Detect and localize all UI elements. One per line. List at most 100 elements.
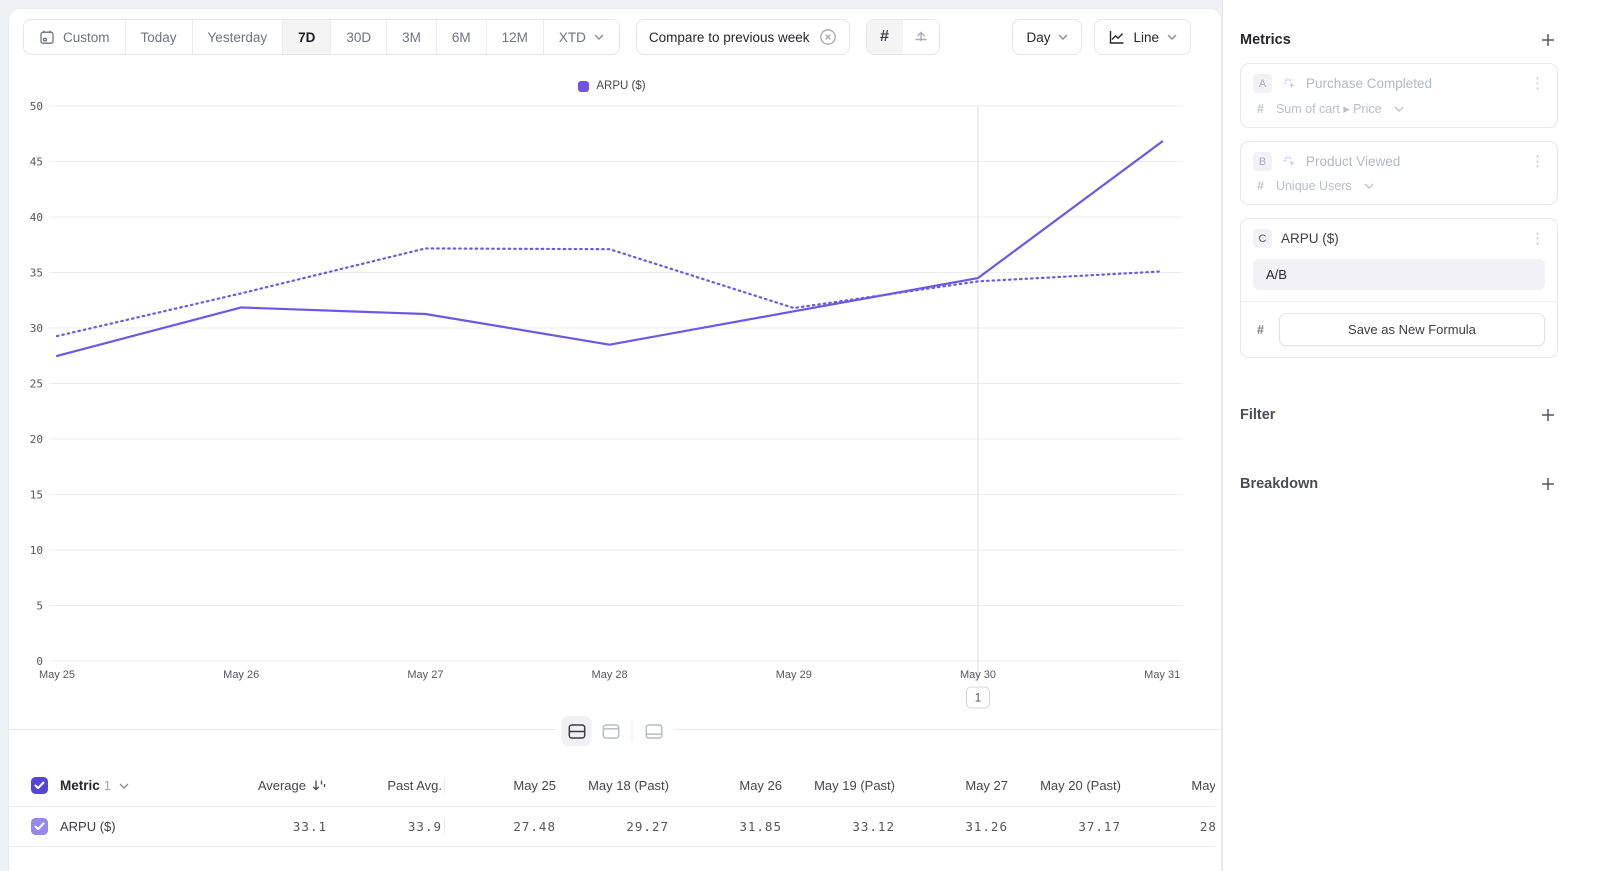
add-filter-button[interactable] — [1538, 405, 1558, 425]
toggle-separator — [631, 721, 633, 741]
cell-may-20-past-: 37.17 — [1078, 819, 1121, 834]
chevron-down-icon[interactable] — [1394, 106, 1404, 112]
cell-may-27: 31.26 — [965, 819, 1008, 834]
svg-text:5: 5 — [36, 600, 43, 613]
range-button-6m[interactable]: 6M — [436, 20, 487, 54]
range-button-xtd[interactable]: XTD — [543, 20, 619, 54]
event-sparkle-icon — [1281, 154, 1297, 170]
column-header-may-20-past-[interactable]: May 20 (Past) — [1040, 778, 1121, 793]
dismiss-compare-icon[interactable] — [819, 28, 837, 46]
svg-text:30: 30 — [30, 322, 43, 335]
line-chart[interactable]: 0 5 10 15 20 25 30 35 40 45 50 May 25 May 26 May 27 Ma… — [9, 9, 1215, 721]
range-button-3m[interactable]: 3M — [387, 20, 437, 54]
select-all-checkbox[interactable] — [31, 777, 48, 794]
metric-count: 1 — [103, 777, 111, 793]
column-header-may-25[interactable]: May 25 — [513, 778, 556, 793]
range-button-custom[interactable]: Custom — [24, 20, 126, 54]
metric-title[interactable]: ARPU ($) — [1281, 231, 1339, 246]
filter-section-title: Filter — [1240, 407, 1276, 423]
cell-past-avg-: 33.9 — [329, 819, 445, 834]
metric-badge-b: B — [1253, 152, 1272, 171]
range-button-7d[interactable]: 7D — [283, 20, 332, 54]
metric-card-c[interactable]: C ARPU ($) ⋮ A/B # Save as New Formula — [1240, 218, 1558, 358]
column-header-may-27[interactable]: May 27 — [965, 778, 1008, 793]
sort-icon — [312, 780, 326, 791]
formula-input[interactable]: A/B — [1253, 259, 1545, 290]
svg-text:15: 15 — [30, 489, 43, 502]
table-only-view-button[interactable] — [639, 716, 669, 746]
row-checkbox[interactable] — [31, 818, 48, 835]
chart-card: Custom Today Yesterday 7D 30D 3M 6M 12M XTD Comp… — [8, 8, 1222, 871]
metric-title[interactable]: Purchase Completed — [1306, 76, 1433, 91]
chart-legend[interactable]: ARPU ($) — [9, 80, 1215, 92]
cell-average: 33.1 — [292, 819, 327, 834]
metric-measure[interactable]: Sum of cart ▸ Price — [1275, 102, 1382, 116]
svg-text:May 25: May 25 — [39, 669, 75, 681]
kebab-menu-icon[interactable]: ⋮ — [1530, 75, 1545, 92]
chevron-down-icon[interactable] — [1364, 183, 1374, 189]
annotations-toggle[interactable] — [902, 20, 939, 54]
date-range-picker: Custom Today Yesterday 7D 30D 3M 6M 12M XTD — [23, 19, 620, 55]
column-header-past-avg-[interactable]: Past Avg. — [329, 778, 445, 793]
metric-title[interactable]: Product Viewed — [1306, 154, 1401, 169]
kebab-menu-icon[interactable]: ⋮ — [1530, 153, 1545, 170]
line-chart-icon — [1110, 31, 1124, 44]
range-button-yesterday[interactable]: Yesterday — [192, 20, 284, 54]
results-table: Metric 1 Average Past Avg. May 25 May 18 (Pa… — [9, 765, 1215, 847]
split-view-button[interactable] — [561, 716, 592, 746]
cell-may-26: 31.85 — [739, 819, 782, 834]
legend-label: ARPU ($) — [596, 80, 646, 92]
range-button-30d[interactable]: 30D — [331, 20, 388, 54]
metric-measure[interactable]: Unique Users — [1275, 179, 1352, 193]
table-row: ARPU ($) 33.1 33.9 27.48 29.27 31.85 33.12 31.… — [9, 807, 1215, 847]
chart-type-dropdown[interactable]: Line — [1094, 19, 1191, 55]
metric-badge-a: A — [1253, 74, 1272, 93]
annotation-flag-icon — [915, 31, 926, 41]
column-header-may-26[interactable]: May 26 — [739, 778, 782, 793]
chart-only-view-button[interactable] — [596, 716, 626, 746]
chevron-down-icon — [1167, 34, 1177, 40]
chevron-down-icon — [1058, 34, 1068, 40]
event-sparkle-icon — [1281, 76, 1297, 92]
column-header-may-18-past-[interactable]: May 18 (Past) — [588, 778, 669, 793]
compare-chip-label: Compare to previous week — [648, 29, 810, 45]
svg-text:1: 1 — [975, 693, 981, 705]
svg-text:May 27: May 27 — [407, 669, 443, 681]
interval-dropdown[interactable]: Day — [1012, 19, 1083, 55]
cell-may-25: 27.48 — [513, 819, 556, 834]
cell-may-18-past-: 29.27 — [626, 819, 669, 834]
plus-icon — [1542, 478, 1554, 490]
range-button-today[interactable]: Today — [125, 20, 193, 54]
column-header-average[interactable]: Average — [241, 778, 329, 793]
chevron-down-icon[interactable] — [119, 783, 129, 789]
metric-badge-c: C — [1253, 229, 1272, 248]
svg-text:May 31: May 31 — [1144, 669, 1180, 681]
svg-text:May 29: May 29 — [776, 669, 812, 681]
metric-card-b[interactable]: B Product Viewed ⋮ # Unique Users — [1240, 141, 1558, 205]
interval-label: Day — [1026, 29, 1051, 45]
chart-type-label: Line — [1133, 29, 1159, 45]
add-metric-button[interactable] — [1538, 30, 1558, 50]
metric-card-a[interactable]: A Purchase Completed ⋮ # Sum of cart ▸ P… — [1240, 63, 1558, 128]
measure-type-icon: # — [1257, 101, 1264, 116]
calendar-icon — [40, 30, 54, 44]
kebab-menu-icon[interactable]: ⋮ — [1530, 230, 1545, 247]
measure-type-icon: # — [1257, 179, 1264, 193]
cell-may-19-past-: 33.12 — [852, 819, 895, 834]
column-header-may-28[interactable]: May 28 — [1191, 778, 1215, 793]
metric-column-header[interactable]: Metric — [60, 777, 100, 793]
breakdown-section-title: Breakdown — [1240, 476, 1319, 492]
svg-text:20: 20 — [30, 433, 43, 446]
add-breakdown-button[interactable] — [1538, 474, 1558, 494]
legend-swatch — [578, 80, 590, 92]
svg-text:May 26: May 26 — [223, 669, 259, 681]
column-header-may-19-past-[interactable]: May 19 (Past) — [814, 778, 895, 793]
range-button-12m[interactable]: 12M — [486, 20, 544, 54]
layout-toggle-bar — [555, 712, 675, 750]
svg-text:10: 10 — [30, 544, 43, 557]
chevron-down-icon — [594, 34, 604, 40]
save-as-new-formula-button[interactable]: Save as New Formula — [1278, 313, 1545, 346]
value-labels-toggle[interactable]: # — [866, 20, 903, 54]
compare-chip[interactable]: Compare to previous week — [635, 19, 850, 55]
plus-icon — [1542, 409, 1554, 421]
